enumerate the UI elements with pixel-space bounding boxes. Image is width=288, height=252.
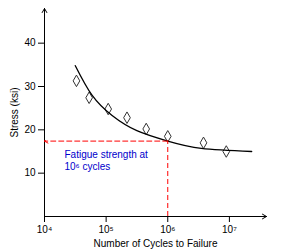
svg-text:30: 30 xyxy=(24,81,36,92)
svg-text:40: 40 xyxy=(24,37,36,48)
svg-text:Stress (ksi): Stress (ksi) xyxy=(9,88,20,138)
svg-text:10⁶: 10⁶ xyxy=(160,224,175,235)
svg-text:20: 20 xyxy=(24,124,36,135)
svg-text:10⁷: 10⁷ xyxy=(222,224,237,235)
svg-text:10: 10 xyxy=(24,167,36,178)
svg-text:10⁴: 10⁴ xyxy=(37,224,52,235)
svg-text:Fatigue strength at10⁶ cycles: Fatigue strength at10⁶ cycles xyxy=(65,149,149,172)
svg-text:10⁵: 10⁵ xyxy=(98,224,113,235)
svg-text:Number of Cycles to Failure: Number of Cycles to Failure xyxy=(94,238,218,249)
